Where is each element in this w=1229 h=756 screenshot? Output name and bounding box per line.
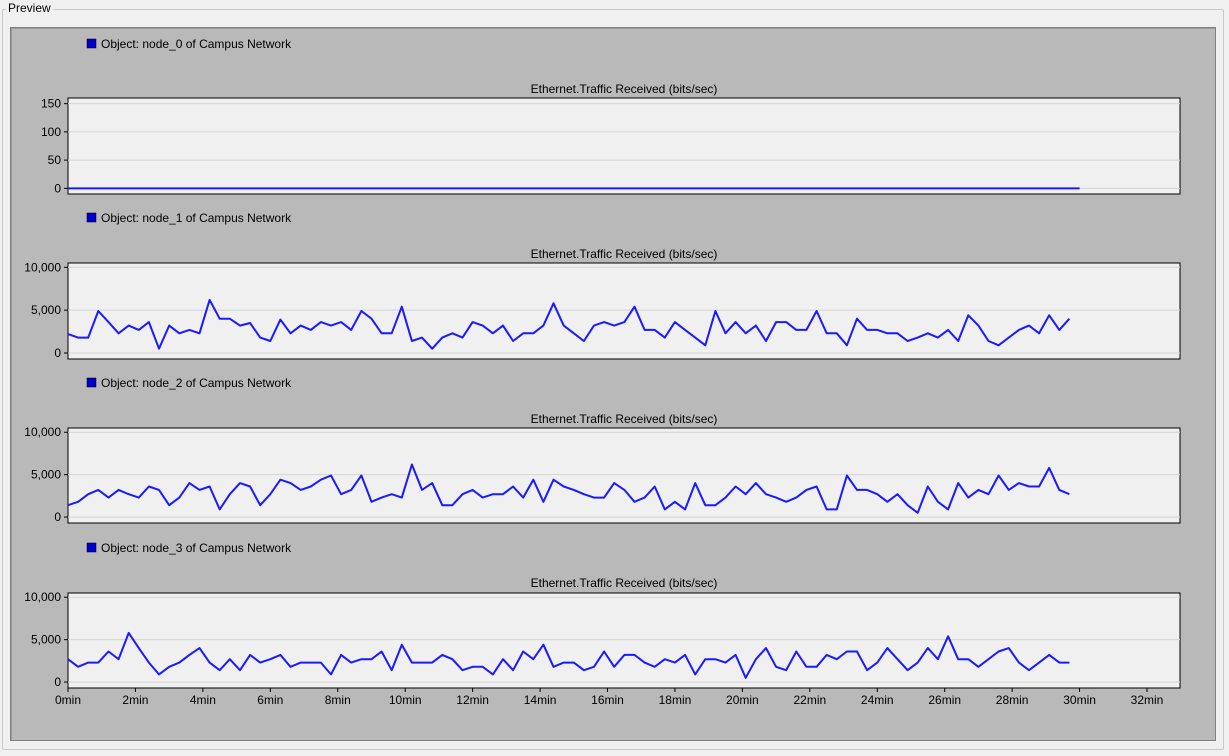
legend-swatch — [86, 377, 97, 388]
legend-swatch — [86, 212, 97, 223]
x-tick-label: 12min — [456, 693, 489, 707]
legend-swatch — [86, 38, 97, 49]
chart-panel: Object: node_0 of Campus Network Ethernet… — [10, 27, 1216, 741]
legend-label: Object: node_1 of Campus Network — [101, 211, 292, 225]
plot-area — [67, 262, 1181, 360]
x-tick-label: 26min — [928, 693, 961, 707]
plot-area — [67, 97, 1181, 195]
y-tick-label: 0 — [54, 510, 61, 524]
x-tick-label: 4min — [190, 693, 216, 707]
legend-swatch — [86, 542, 97, 553]
chart-svg: Object: node_0 of Campus Network Ethernet… — [24, 37, 1181, 707]
chart-title: Ethernet.Traffic Received (bits/sec) — [531, 247, 718, 261]
x-tick-label: 10min — [389, 693, 422, 707]
preview-groupbox-title: Preview — [6, 1, 53, 15]
x-tick-label: 28min — [996, 693, 1029, 707]
x-tick-label: 16min — [591, 693, 624, 707]
chart-title: Ethernet.Traffic Received (bits/sec) — [531, 82, 718, 96]
x-tick-label: 8min — [325, 693, 351, 707]
legend-label: Object: node_2 of Campus Network — [101, 376, 292, 390]
y-tick-label: 150 — [41, 97, 61, 111]
y-tick-label: 5,000 — [31, 303, 61, 317]
y-tick-label: 10,000 — [24, 590, 61, 604]
y-tick-label: 0 — [54, 181, 61, 195]
x-tick-label: 0min — [55, 693, 81, 707]
series-line — [67, 298, 1071, 350]
y-tick-label: 5,000 — [31, 468, 61, 482]
y-tick-label: 50 — [48, 153, 62, 167]
x-tick-label: 14min — [524, 693, 557, 707]
x-tick-label: 18min — [659, 693, 692, 707]
x-tick-label: 6min — [257, 693, 283, 707]
y-tick-label: 10,000 — [24, 425, 61, 439]
y-tick-label: 0 — [54, 675, 61, 689]
plot-area — [67, 592, 1181, 689]
series-line — [67, 463, 1070, 514]
y-tick-label: 10,000 — [24, 260, 61, 274]
x-tick-label: 20min — [726, 693, 759, 707]
chart-title: Ethernet.Traffic Received (bits/sec) — [531, 576, 718, 590]
legend-label: Object: node_3 of Campus Network — [101, 541, 292, 555]
x-tick-label: 2min — [122, 693, 148, 707]
x-tick-label: 22min — [793, 693, 826, 707]
x-tick-label: 24min — [861, 693, 894, 707]
y-tick-label: 100 — [41, 125, 61, 139]
x-tick-label: 32min — [1131, 693, 1164, 707]
x-tick-label: 30min — [1063, 693, 1096, 707]
plot-area — [67, 427, 1181, 524]
y-tick-label: 5,000 — [31, 633, 61, 647]
legend-label: Object: node_0 of Campus Network — [101, 37, 292, 51]
chart-title: Ethernet.Traffic Received (bits/sec) — [531, 412, 718, 426]
preview-groupbox — [2, 9, 1224, 750]
y-tick-label: 0 — [54, 346, 61, 360]
series-line — [67, 631, 1070, 679]
